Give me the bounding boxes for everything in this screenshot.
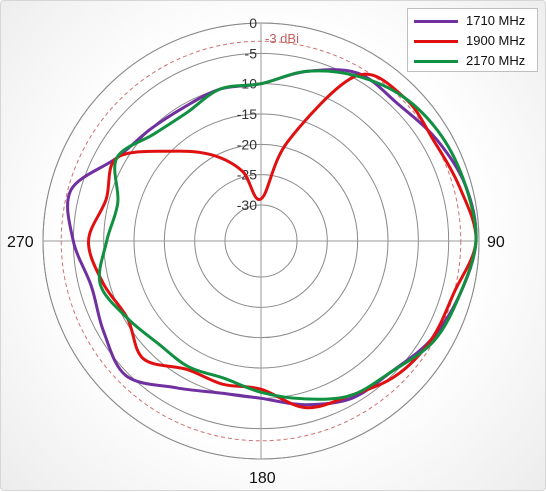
- angle-labels: 90 180 270: [7, 234, 505, 487]
- radial-tick-label: -10: [237, 76, 257, 92]
- legend-label-1710: 1710 MHz: [466, 13, 526, 28]
- legend-item-2170: 2170 MHz: [414, 51, 534, 71]
- series-line-0: [66, 68, 478, 407]
- angle-label-180: 180: [249, 470, 276, 487]
- angle-label-90: 90: [487, 234, 505, 251]
- legend-item-1900: 1900 MHz: [414, 31, 534, 51]
- radial-tick-label: -20: [237, 136, 257, 152]
- legend-item-1710: 1710 MHz: [414, 11, 534, 31]
- radial-tick-label: 0: [249, 15, 257, 31]
- angle-label-270: 270: [7, 234, 34, 251]
- radial-tick-label: -5: [245, 45, 258, 61]
- legend-swatch-2170: [414, 60, 458, 63]
- legend: 1710 MHz 1900 MHz 2170 MHz: [407, 8, 538, 72]
- reference-ring: [60, 40, 462, 442]
- series-line-2: [97, 69, 478, 401]
- radial-tick-label: -30: [237, 197, 257, 213]
- radial-tick-label: -15: [237, 106, 257, 122]
- legend-swatch-1900: [414, 40, 458, 43]
- series-group: [66, 68, 478, 410]
- legend-swatch-1710: [414, 20, 458, 23]
- radial-tick-labels: 0-5-10-15-20-25-30: [237, 15, 257, 213]
- reference-label: -3 dBi: [265, 31, 299, 46]
- legend-label-2170: 2170 MHz: [466, 53, 526, 68]
- legend-label-1900: 1900 MHz: [466, 33, 526, 48]
